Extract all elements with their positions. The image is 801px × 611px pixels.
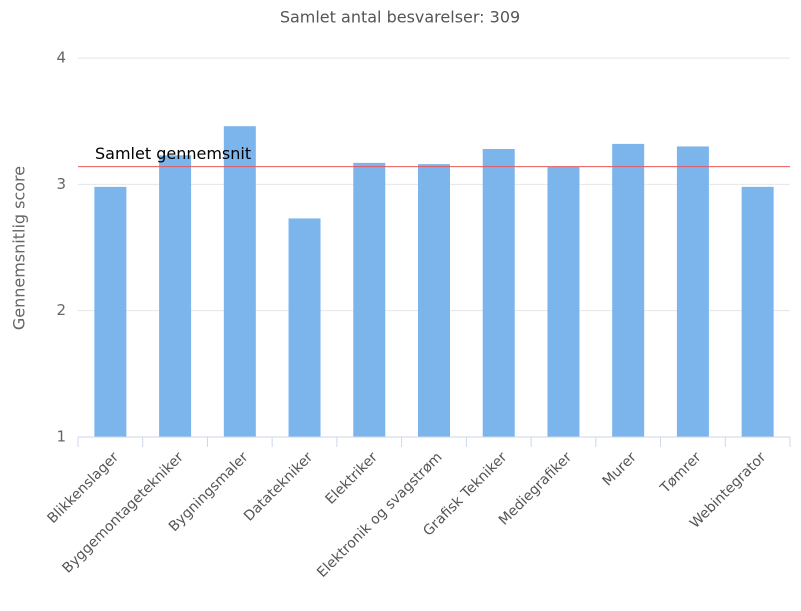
bar xyxy=(94,186,127,437)
x-tick-label: Tømrer xyxy=(657,449,705,497)
bar xyxy=(353,162,386,437)
bar xyxy=(223,126,256,437)
y-axis-label: Gennemsnitlig score xyxy=(10,166,29,330)
bar xyxy=(288,218,321,437)
y-tick-label: 3 xyxy=(56,175,66,193)
x-tick-label: Elektronik og svagstrøm xyxy=(314,449,445,580)
y-tick-label: 4 xyxy=(56,49,66,67)
average-label: Samlet gennemsnit xyxy=(95,144,251,163)
y-tick-label: 1 xyxy=(56,428,66,446)
bar xyxy=(612,143,645,437)
y-tick-label: 2 xyxy=(56,301,66,319)
x-tick-label: Byggemontagetekniker xyxy=(60,449,187,576)
bar xyxy=(741,186,774,437)
x-tick-label: Murer xyxy=(600,449,640,489)
x-tick-label: Elektriker xyxy=(323,449,382,508)
bar xyxy=(547,166,580,437)
bar xyxy=(676,146,709,437)
bar xyxy=(159,155,192,437)
bar xyxy=(482,148,515,437)
bar xyxy=(418,164,450,437)
x-tick-label: Datatekniker xyxy=(241,449,316,524)
chart-title: Samlet antal besvarelser: 309 xyxy=(280,8,520,27)
